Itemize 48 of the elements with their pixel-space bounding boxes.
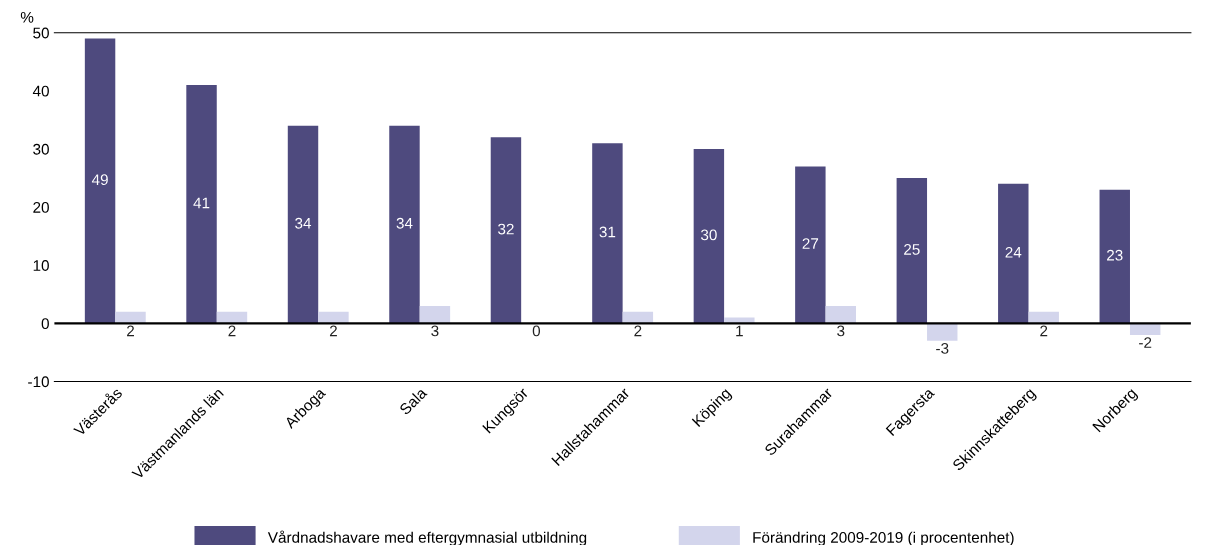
data-label: 34	[396, 217, 413, 229]
y-tick-label: 50	[33, 27, 49, 39]
y-tick-label: 40	[32, 85, 49, 97]
data-label: 3	[837, 325, 845, 337]
data-label: 25	[904, 243, 920, 255]
data-label: 2	[634, 325, 642, 337]
data-label: 3	[431, 325, 439, 337]
data-label: 30	[700, 229, 717, 241]
data-label: 23	[1107, 249, 1123, 261]
y-tick-label: 30	[33, 143, 49, 155]
bar	[693, 148, 725, 324]
data-label: 2	[228, 325, 236, 337]
data-label: 1	[736, 325, 743, 337]
bar	[1099, 189, 1130, 324]
data-label: -3	[936, 342, 949, 354]
legend-label: Förändring 2009-2019 (i procentenhet)	[753, 531, 1014, 545]
data-label: 41	[193, 197, 210, 209]
data-label: 49	[91, 174, 108, 186]
x-tick-label: Sala	[398, 386, 428, 416]
y-tick-label: 10	[33, 260, 49, 271]
bar	[825, 305, 857, 324]
data-label: 24	[1005, 246, 1022, 258]
data-label: 2	[127, 325, 134, 337]
data-label: 0	[532, 325, 541, 337]
bar	[389, 125, 420, 324]
bar	[287, 125, 319, 324]
data-label: 2	[329, 325, 337, 337]
bar	[84, 38, 116, 324]
bar	[419, 305, 451, 324]
bar	[592, 143, 623, 324]
data-label: 32	[498, 223, 514, 235]
bar	[795, 166, 826, 324]
data-label: 31	[599, 226, 616, 238]
bar	[927, 323, 958, 341]
bar	[186, 85, 217, 324]
data-label: 27	[802, 238, 819, 249]
y-axis-title: %	[20, 11, 34, 23]
legend-label: Vårdnadshavare med eftergymnasial utbildning	[267, 530, 587, 545]
bar	[490, 137, 522, 324]
y-tick-label: 0	[41, 318, 49, 330]
data-label: 34	[295, 217, 312, 229]
bar	[896, 178, 928, 324]
y-tick-label: -10	[28, 376, 49, 388]
bar	[1129, 323, 1161, 335]
bar	[998, 183, 1029, 324]
data-label: 2	[1040, 325, 1048, 337]
data-label: -2	[1139, 337, 1152, 348]
y-tick-label: 20	[33, 201, 49, 213]
